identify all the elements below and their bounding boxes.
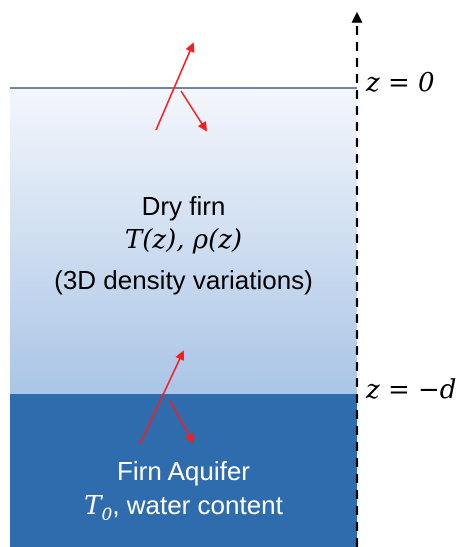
surface-incident-ray	[155, 42, 195, 131]
aquifer-incident-ray	[139, 350, 185, 445]
surface-depth-label: z = 0	[366, 68, 435, 98]
dry-firn-properties: T(z), ρ(z)	[124, 225, 243, 255]
dry-firn-note: (3D density variations)	[54, 265, 313, 295]
dry-firn-layer	[10, 88, 357, 394]
surface-ray-arrows	[155, 42, 208, 132]
aquifer-reflected-ray	[169, 400, 194, 444]
aquifer-ray-arrows	[139, 350, 194, 445]
dry-firn-title: Dry firn	[141, 191, 226, 221]
aquifer-temperature-symbol: T	[84, 491, 102, 521]
aquifer-water-content: , water content	[112, 490, 283, 520]
aquifer-properties: T0, water content	[10, 490, 357, 525]
surface-reflected-ray	[180, 90, 208, 132]
firn-aquifer-layer	[10, 394, 357, 547]
aquifer-temperature-subscript: 0	[101, 505, 113, 526]
aquifer-depth-label: z = −d	[366, 375, 457, 405]
aquifer-title: Firn Aquifer	[117, 456, 250, 486]
